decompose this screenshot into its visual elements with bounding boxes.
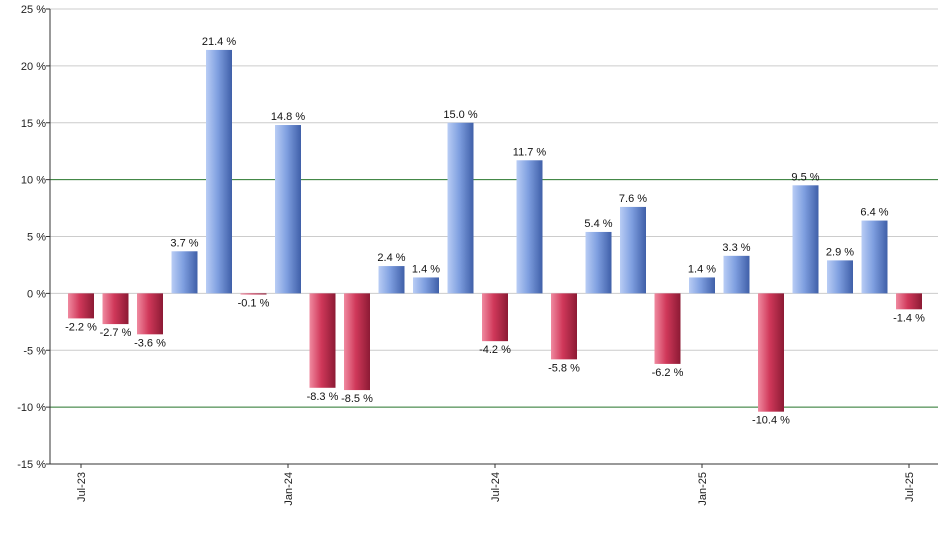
data-label-Jul-23: -2.2 % (65, 321, 97, 333)
bar-Jul-25 (896, 293, 922, 310)
y-tick-label: 5 % (27, 232, 46, 244)
data-label-May-25: 2.9 % (826, 246, 854, 258)
data-label-Sep-24: -5.8 % (548, 362, 580, 374)
data-label-Nov-24: 7.6 % (619, 193, 647, 205)
bar-Feb-24 (309, 293, 336, 388)
bar-Jul-24 (482, 293, 508, 342)
y-tick-label: 15 % (21, 118, 46, 130)
bar-Jun-25 (861, 220, 888, 294)
y-tick-label: -15 % (17, 459, 46, 471)
bar-Mar-24 (344, 293, 370, 391)
data-label-Apr-24: 2.4 % (377, 252, 405, 264)
data-label-Mar-25: -10.4 % (752, 415, 790, 427)
bar-Sep-23 (137, 293, 163, 335)
bar-Feb-25 (723, 255, 750, 294)
x-tick-label: Jan-25 (697, 472, 709, 506)
bar-Aug-23 (102, 293, 129, 325)
y-tick-label: -10 % (17, 402, 46, 414)
y-tick-labels: -15 % -10 % -5 % 0 % 5 % 10 % 15 % 20 % 25 % (17, 4, 46, 471)
bars (68, 49, 922, 412)
bar-Sep-24 (551, 293, 577, 360)
data-label-Apr-25: 9.5 % (791, 171, 819, 183)
bar-May-24 (413, 277, 439, 294)
y-tick-label: 20 % (21, 61, 46, 73)
data-label-Dec-23: -0.1 % (238, 298, 270, 310)
data-label-Jun-25: 6.4 % (860, 207, 888, 219)
bar-Jan-25 (689, 277, 715, 294)
x-tick-label: Jan-24 (283, 472, 295, 506)
x-tick-labels: Jul-23 Jan-24 Jul-24 Jan-25 Jul-25 (76, 472, 916, 506)
bar-Nov-23 (206, 49, 232, 294)
y-tick-label: 25 % (21, 4, 46, 16)
bar-Aug-24 (516, 160, 543, 294)
axes (46, 8, 938, 468)
data-label-Aug-24: 11.7 % (513, 146, 547, 158)
bar-Dec-23 (240, 293, 267, 295)
data-label-Oct-24: 5.4 % (584, 218, 612, 230)
bar-Apr-24 (378, 266, 405, 294)
data-label-Feb-24: -8.3 % (307, 391, 339, 403)
x-tick-label: Jul-24 (490, 472, 502, 502)
data-label-Nov-23: 21.4 % (202, 36, 236, 48)
bar-Apr-25 (792, 185, 819, 294)
y-tick-label: 10 % (21, 175, 46, 187)
x-tick-label: Jul-25 (904, 472, 916, 502)
data-label-Jul-25: -1.4 % (893, 312, 925, 324)
data-label-Jun-24: 15.0 % (443, 109, 477, 121)
bar-May-25 (827, 260, 853, 294)
data-label-Jan-24: 14.8 % (271, 111, 305, 123)
data-label-Mar-24: -8.5 % (341, 393, 373, 405)
data-label-Jul-24: -4.2 % (479, 344, 511, 356)
bar-Nov-24 (620, 206, 646, 294)
data-label-Dec-24: -6.2 % (652, 367, 684, 379)
data-label-Sep-23: -3.6 % (134, 337, 166, 349)
y-tick-label: -5 % (23, 345, 46, 357)
data-label-Aug-23: -2.7 % (100, 327, 132, 339)
bar-Jun-24 (447, 122, 474, 294)
bar-Jul-23 (68, 293, 94, 319)
y-tick-label: 0 % (27, 288, 46, 300)
data-label-Feb-25: 3.3 % (722, 242, 750, 254)
data-label-May-24: 1.4 % (412, 263, 440, 275)
bar-Jan-24 (275, 125, 301, 294)
data-label-Oct-23: 3.7 % (170, 237, 198, 249)
reference-lines (50, 179, 938, 408)
data-labels: -2.2 % -2.7 %-3.6 % 3.7 % 21.4 % -0.1 % 14.8 … (65, 36, 925, 427)
bar-Mar-25 (758, 293, 784, 412)
bar-Oct-23 (171, 251, 198, 294)
data-label-Jan-25: 1.4 % (688, 263, 716, 275)
bar-Dec-24 (654, 293, 681, 364)
x-tick-label: Jul-23 (76, 472, 88, 502)
bar-Oct-24 (585, 231, 612, 294)
